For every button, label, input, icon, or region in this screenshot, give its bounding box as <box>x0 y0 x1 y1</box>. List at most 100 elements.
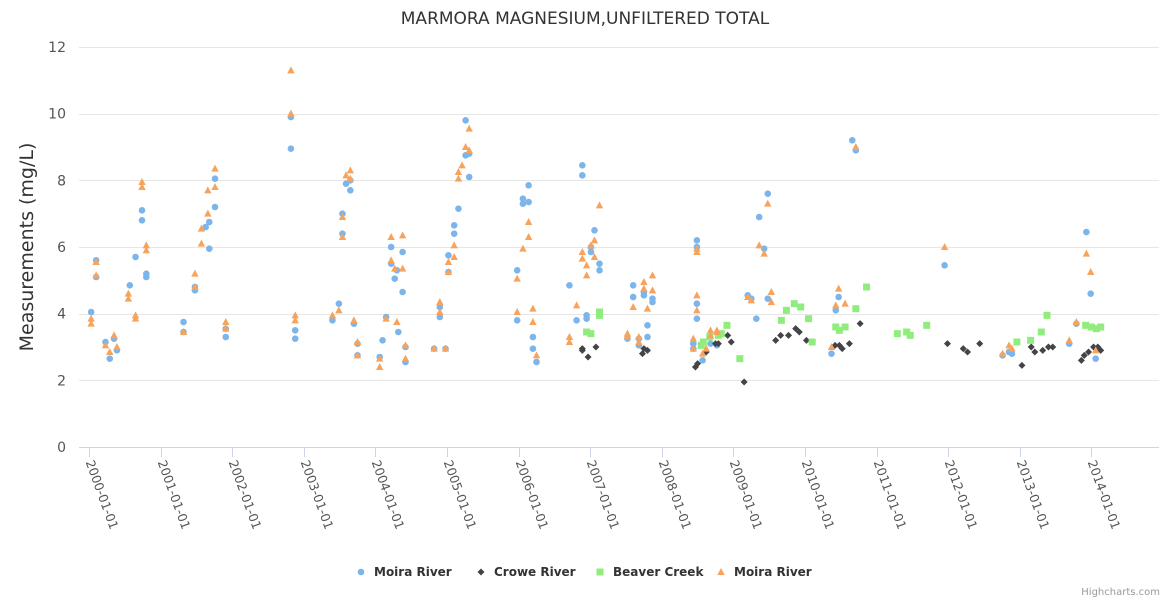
data-point[interactable] <box>808 338 816 346</box>
data-point[interactable] <box>643 304 652 312</box>
data-point[interactable] <box>1082 321 1090 329</box>
data-point[interactable] <box>126 282 134 289</box>
data-point[interactable] <box>795 328 803 336</box>
data-point[interactable] <box>841 299 849 307</box>
data-point[interactable] <box>399 248 406 256</box>
data-point[interactable] <box>578 346 586 354</box>
data-point[interactable] <box>329 317 336 324</box>
data-point[interactable] <box>579 162 586 169</box>
data-point[interactable] <box>191 283 199 290</box>
data-point[interactable] <box>205 218 213 226</box>
data-point[interactable] <box>529 345 537 352</box>
data-point[interactable] <box>465 146 473 154</box>
legend-marker[interactable] <box>477 568 485 576</box>
data-point[interactable] <box>753 315 760 322</box>
data-point[interactable] <box>401 354 410 362</box>
data-point[interactable] <box>1080 351 1088 359</box>
data-point[interactable] <box>202 223 210 231</box>
data-point[interactable] <box>205 245 213 252</box>
data-point[interactable] <box>838 345 846 353</box>
data-point[interactable] <box>342 171 350 179</box>
data-point[interactable] <box>714 340 722 348</box>
data-point[interactable] <box>629 282 637 289</box>
data-point[interactable] <box>648 286 657 294</box>
data-point[interactable] <box>204 186 212 194</box>
data-point[interactable] <box>287 145 295 152</box>
data-point[interactable] <box>635 338 643 345</box>
data-point[interactable] <box>138 178 146 185</box>
data-point[interactable] <box>906 331 914 339</box>
data-point[interactable] <box>441 344 450 352</box>
data-point[interactable] <box>940 243 949 250</box>
data-point[interactable] <box>760 245 768 252</box>
data-point[interactable] <box>592 343 600 351</box>
data-point[interactable] <box>835 293 842 301</box>
data-point[interactable] <box>1091 346 1100 354</box>
legend-marker[interactable] <box>596 568 604 576</box>
data-point[interactable] <box>640 278 648 285</box>
data-point[interactable] <box>179 328 188 335</box>
data-point[interactable] <box>707 340 714 347</box>
data-point[interactable] <box>841 323 849 331</box>
data-point[interactable] <box>454 168 463 175</box>
legend-marker[interactable] <box>357 568 365 576</box>
data-point[interactable] <box>401 341 410 349</box>
data-point[interactable] <box>572 301 581 309</box>
data-point[interactable] <box>436 313 444 321</box>
data-point[interactable] <box>106 355 114 362</box>
data-point[interactable] <box>591 227 598 234</box>
data-point[interactable] <box>92 258 100 265</box>
data-point[interactable] <box>629 303 637 310</box>
data-point[interactable] <box>777 316 785 324</box>
data-point[interactable] <box>519 195 527 202</box>
data-point[interactable] <box>579 172 586 179</box>
data-point[interactable] <box>923 321 931 329</box>
data-point[interactable] <box>1044 343 1052 351</box>
data-point[interactable] <box>353 351 362 359</box>
data-point[interactable] <box>832 323 840 331</box>
data-point[interactable] <box>590 236 599 244</box>
data-point[interactable] <box>529 304 537 312</box>
data-point[interactable] <box>693 248 701 255</box>
legend-item[interactable]: Crowe River <box>477 565 576 579</box>
data-point[interactable] <box>802 336 810 344</box>
data-point[interactable] <box>1092 355 1099 362</box>
data-point[interactable] <box>584 353 592 361</box>
data-point[interactable] <box>533 358 540 366</box>
data-point[interactable] <box>1082 249 1091 257</box>
data-point[interactable] <box>1065 336 1073 344</box>
data-point[interactable] <box>649 298 656 306</box>
data-point[interactable] <box>1085 348 1093 356</box>
data-point[interactable] <box>644 322 651 329</box>
data-point[interactable] <box>693 315 701 322</box>
data-point[interactable] <box>465 124 473 132</box>
data-point[interactable] <box>767 288 776 295</box>
data-point[interactable] <box>1086 268 1095 275</box>
data-point[interactable] <box>391 275 399 282</box>
data-point[interactable] <box>525 198 532 206</box>
data-point[interactable] <box>565 333 574 340</box>
data-point[interactable] <box>832 301 840 309</box>
data-point[interactable] <box>1077 356 1085 364</box>
data-point[interactable] <box>1018 361 1026 369</box>
data-point[interactable] <box>723 321 731 329</box>
data-point[interactable] <box>101 341 110 349</box>
data-point[interactable] <box>827 343 836 350</box>
data-point[interactable] <box>436 303 444 311</box>
data-point[interactable] <box>450 241 458 249</box>
data-point[interactable] <box>350 316 358 324</box>
data-point[interactable] <box>698 349 707 357</box>
data-point[interactable] <box>450 253 458 260</box>
data-point[interactable] <box>893 330 901 338</box>
data-point[interactable] <box>706 331 715 339</box>
data-point[interactable] <box>1037 328 1045 336</box>
data-point[interactable] <box>590 253 599 260</box>
data-point[interactable] <box>462 117 469 124</box>
data-point[interactable] <box>1013 338 1021 346</box>
data-point[interactable] <box>582 261 591 269</box>
data-point[interactable] <box>587 248 595 256</box>
data-point[interactable] <box>834 284 843 292</box>
data-point[interactable] <box>1049 343 1057 351</box>
data-point[interactable] <box>211 203 219 211</box>
data-point[interactable] <box>747 296 755 304</box>
